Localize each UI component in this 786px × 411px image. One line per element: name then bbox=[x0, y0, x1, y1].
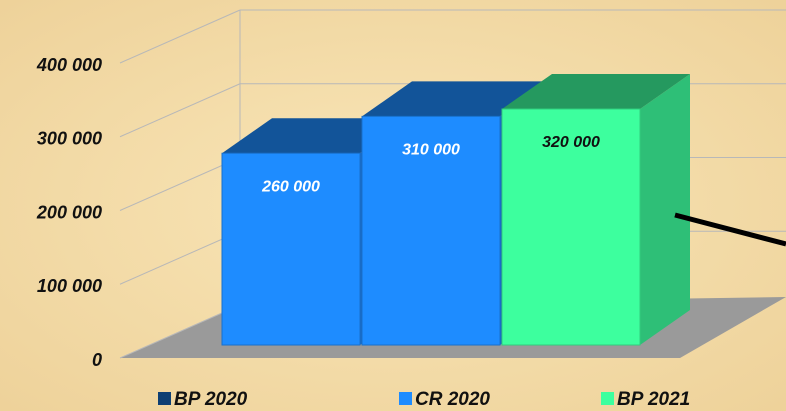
grid-line bbox=[119, 83, 241, 138]
grid-line bbox=[119, 304, 241, 359]
bar-top bbox=[362, 81, 550, 117]
grid-line bbox=[119, 157, 241, 211]
legend-label: BP 2021 bbox=[617, 389, 690, 410]
grid-line bbox=[119, 9, 241, 64]
legend-swatch bbox=[158, 392, 171, 405]
legend-swatch bbox=[399, 392, 412, 405]
bar bbox=[501, 108, 641, 346]
y-tick-label: 300 000 bbox=[37, 129, 102, 149]
y-tick-label: 200 000 bbox=[36, 202, 102, 222]
value-label: 260 000 bbox=[261, 178, 320, 195]
arrow-line bbox=[674, 212, 786, 247]
value-label: 310 000 bbox=[402, 142, 460, 159]
legend-label: BP 2020 bbox=[174, 389, 248, 410]
bar bbox=[221, 152, 361, 346]
legend-label: CR 2020 bbox=[415, 389, 490, 410]
legend-swatch bbox=[601, 392, 614, 405]
bar-top bbox=[502, 74, 690, 109]
bar bbox=[361, 115, 501, 346]
grid-line bbox=[119, 230, 241, 285]
bar-side bbox=[640, 74, 690, 345]
y-tick-label: 100 000 bbox=[37, 276, 102, 296]
y-tick-label: 400 000 bbox=[36, 55, 102, 75]
plot-area: 0 100 000 200 000 300 000 400 000 260 000 310 … bbox=[36, 9, 786, 370]
value-label: 320 000 bbox=[542, 134, 600, 151]
y-tick-label: 0 bbox=[92, 350, 102, 370]
